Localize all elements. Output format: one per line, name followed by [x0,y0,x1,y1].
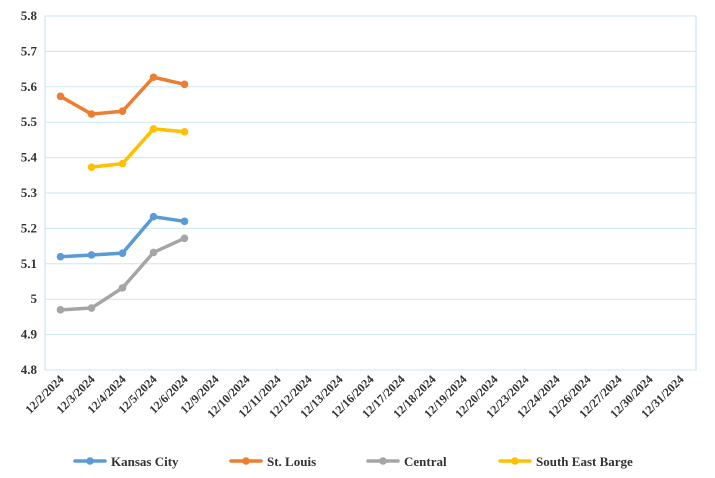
y-tick-label: 5.7 [21,43,38,58]
data-point [180,217,189,226]
y-tick-label: 5.2 [21,220,37,235]
data-point [87,110,96,118]
legend-item: Central [366,454,447,469]
data-point [149,125,158,133]
data-point [87,251,96,259]
legend-item: St. Louis [229,454,316,469]
legend: Kansas City St. Louis Central South East Ba… [73,454,633,469]
legend-label: Kansas City [111,454,179,469]
data-point [87,304,96,312]
data-point [149,73,158,82]
y-tick-label: 4.9 [21,327,38,342]
y-tick-label: 5.5 [21,114,38,129]
legend-swatch-marker [379,457,387,465]
series-central [56,234,189,314]
legend-swatch-marker [511,457,519,465]
legend-label: Central [404,454,447,469]
y-tick-label: 5 [31,291,38,306]
y-tick-label: 5.8 [21,8,38,23]
series-south-east-barge [87,125,189,171]
gridlines [45,15,696,371]
data-point [180,127,189,136]
series-line [89,127,187,169]
legend-item: South East Barge [498,454,633,469]
y-tick-label: 5.4 [21,150,38,165]
data-point [118,249,127,257]
data-point [180,80,189,89]
series [56,73,189,314]
y-tick-label: 5.1 [21,256,37,271]
data-point [149,248,158,257]
data-point [149,212,158,221]
data-point [56,252,65,261]
x-axis: 12/2/202412/3/202412/4/202412/5/202412/6… [22,372,686,421]
legend-label: South East Barge [536,454,633,469]
legend-swatch-marker [86,457,94,465]
series-kansas-city [56,212,189,261]
data-point [87,163,96,171]
legend-item: Kansas City [73,454,179,469]
data-point [118,284,127,292]
y-axis: 5.8 5.7 5.6 5.5 5.4 5.3 5.2 5.1 5 4.9 4.8 [21,8,38,377]
legend-swatch-marker [242,457,250,465]
legend-label: St. Louis [267,454,316,469]
data-point [118,159,127,168]
data-point [56,306,65,314]
y-tick-label: 4.8 [21,362,38,377]
data-point [118,107,127,116]
y-tick-label: 5.6 [21,79,38,94]
series-st-louis [56,73,189,118]
data-point [180,234,189,243]
y-tick-label: 5.3 [21,185,38,200]
data-point [56,92,65,101]
